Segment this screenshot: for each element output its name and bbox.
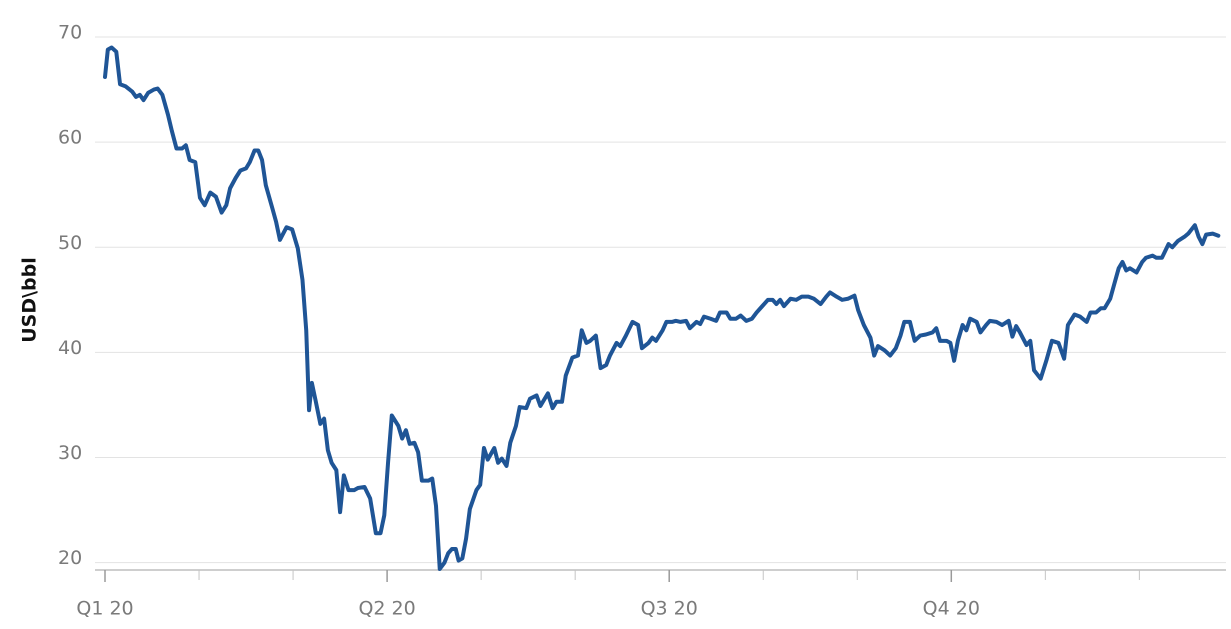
data-line: [103, 45, 1221, 571]
x-tick-label: Q1 20: [76, 598, 133, 620]
y-tick-label: 40: [58, 337, 82, 359]
y-axis-label: USD\bbl: [19, 257, 41, 343]
x-tick-label: Q2 20: [358, 598, 415, 620]
y-tick-label: 50: [58, 232, 82, 254]
x-tick-label: Q4 20: [923, 598, 980, 620]
y-tick-label: 60: [58, 127, 82, 149]
y-tick-label: 30: [58, 442, 82, 464]
y-tick-label: 20: [58, 547, 82, 569]
x-tick-label: Q3 20: [641, 598, 698, 620]
y-tick-label: 70: [58, 22, 82, 44]
